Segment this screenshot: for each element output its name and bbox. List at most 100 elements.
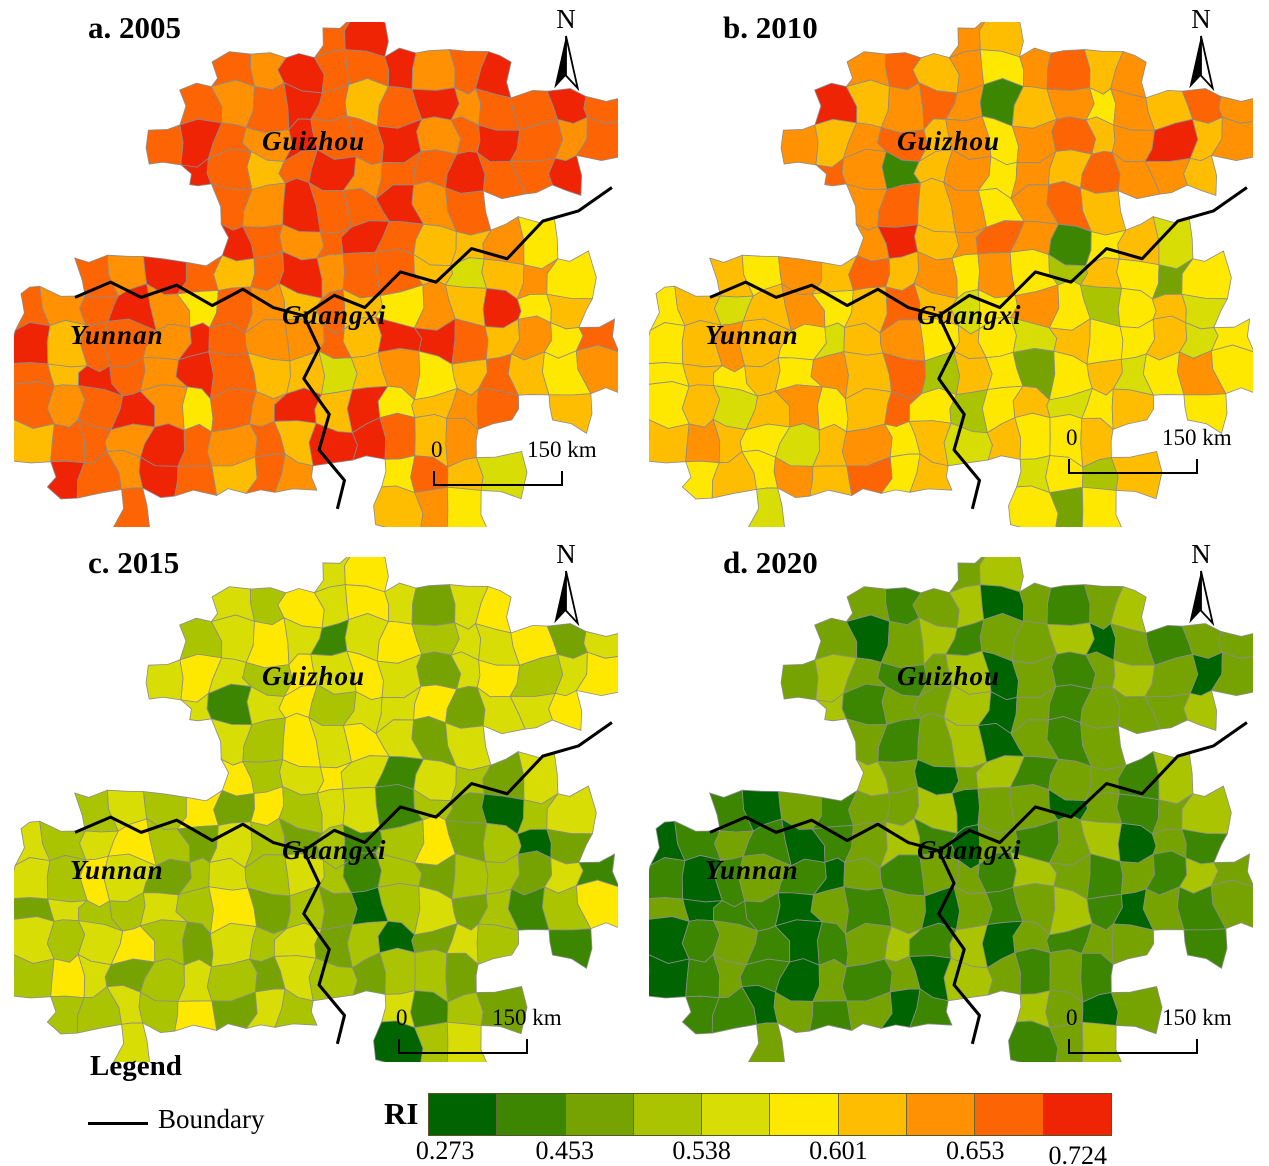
ramp-tick-4: 0.653	[945, 1136, 1005, 1165]
county-region	[384, 582, 417, 625]
county-region	[1111, 923, 1155, 965]
panel-2020: d. 2020 Guizhou Yunnan Guangxi N 0 150 k…	[635, 535, 1269, 1070]
north-arrow-icon	[554, 570, 580, 627]
county-region	[1086, 318, 1124, 365]
county-region	[411, 584, 456, 626]
county-region	[1183, 689, 1218, 731]
county-region	[475, 985, 528, 1035]
county-region	[809, 1000, 853, 1032]
province-label-guizhou: Guizhou	[897, 126, 1001, 156]
county-region	[977, 251, 1016, 299]
county-region	[342, 251, 381, 299]
scale-max-label: 150 km	[492, 1005, 562, 1030]
province-boundary	[937, 315, 981, 510]
province-boundary	[302, 186, 613, 317]
panel-2010: b. 2010 Guizhou Yunnan Guangxi N 0 150 k…	[635, 0, 1269, 535]
ramp-tick-5: 0.724	[1048, 1141, 1108, 1166]
county-region	[1110, 985, 1163, 1035]
ri-ramp	[428, 1093, 1112, 1136]
province-boundary	[709, 815, 940, 853]
scale-bar-bracket	[1068, 459, 1198, 474]
north-arrow-icon	[554, 35, 580, 92]
county-region	[1183, 393, 1228, 434]
boundary-line-symbol	[88, 1122, 148, 1125]
county-region	[909, 453, 953, 493]
scale-bar: 0 150 km	[425, 437, 620, 493]
map-canvas	[642, 549, 1264, 1069]
ramp-swatch-2	[565, 1094, 634, 1135]
province-label-yunnan: Yunnan	[705, 320, 799, 350]
scale-bar: 0 150 km	[1060, 425, 1255, 481]
county-region	[213, 254, 255, 291]
county-region	[1046, 584, 1091, 626]
county-region	[780, 124, 819, 166]
county-region	[1110, 450, 1163, 500]
county-region	[977, 786, 1016, 834]
legend-heading: Legend	[90, 1050, 182, 1082]
county-region	[379, 947, 416, 995]
county-region	[174, 1000, 218, 1032]
county-region	[745, 1022, 786, 1067]
county-region	[909, 988, 953, 1028]
county-region	[476, 923, 520, 965]
ramp-swatch-8	[975, 1094, 1044, 1135]
panel-title: c. 2015	[88, 545, 180, 580]
county-region	[7, 857, 51, 900]
province-label-guizhou: Guizhou	[897, 661, 1001, 691]
province-label-yunnan: Yunnan	[70, 855, 164, 885]
county-region	[642, 857, 686, 900]
county-region	[7, 322, 51, 365]
choropleth-map-2005	[7, 14, 629, 534]
ramp-tick-3: 0.601	[809, 1136, 868, 1165]
county-region	[548, 689, 583, 731]
choropleth-map-2010	[642, 14, 1264, 534]
ramp-swatch-1	[497, 1094, 566, 1135]
county-region	[809, 465, 853, 497]
county-region	[342, 786, 381, 834]
ramp-swatch-4	[702, 1094, 771, 1135]
province-boundary	[937, 721, 1248, 852]
ramp-tick-1: 0.453	[535, 1136, 595, 1165]
panel-2015: c. 2015 Guizhou Yunnan Guangxi N 0 150 k…	[0, 535, 634, 1070]
panel-title: a. 2005	[88, 10, 181, 45]
county-region	[451, 318, 489, 365]
ramp-swatch-0	[429, 1094, 498, 1135]
province-label-guizhou: Guizhou	[262, 126, 366, 156]
ramp-tick-2: 0.538	[672, 1136, 731, 1165]
province-label-guangxi: Guangxi	[282, 835, 387, 865]
map-canvas	[7, 14, 629, 534]
scale-bar-bracket	[398, 1039, 528, 1054]
county-region	[1014, 412, 1051, 460]
north-label: N	[1191, 4, 1211, 34]
scale-bar-bracket	[433, 471, 563, 486]
county-region	[1019, 582, 1052, 625]
scale-bar: 0 150 km	[1060, 1005, 1255, 1061]
north-arrow-icon	[1189, 570, 1215, 627]
county-region	[476, 388, 520, 430]
county-region	[1019, 47, 1052, 90]
county-region	[1111, 388, 1155, 430]
province-boundary	[302, 315, 346, 510]
county-region	[475, 450, 528, 500]
county-region	[1183, 928, 1228, 969]
county-region	[1046, 49, 1091, 91]
county-region	[446, 486, 489, 534]
scale-max-label: 150 km	[527, 437, 597, 462]
ramp-swatch-7	[907, 1094, 976, 1135]
scale-max-label: 150 km	[1162, 1005, 1232, 1030]
north-arrow: N	[1178, 541, 1224, 627]
province-label-yunnan: Yunnan	[705, 855, 799, 885]
scale-max-label: 150 km	[1162, 425, 1232, 450]
county-region	[145, 659, 184, 701]
choropleth-map-2020	[642, 549, 1264, 1069]
province-label-yunnan: Yunnan	[70, 320, 164, 350]
county-region	[548, 928, 593, 969]
ramp-swatch-5	[770, 1094, 839, 1135]
ri-ramp-title: RI	[384, 1096, 419, 1131]
county-region	[848, 789, 890, 826]
county-region	[1014, 947, 1051, 995]
county-region	[745, 487, 786, 532]
province-boundary	[74, 280, 305, 318]
panel-2005: a. 2005 Guizhou Yunnan Guangxi N 0 150 k…	[0, 0, 634, 535]
province-boundary	[302, 850, 346, 1045]
